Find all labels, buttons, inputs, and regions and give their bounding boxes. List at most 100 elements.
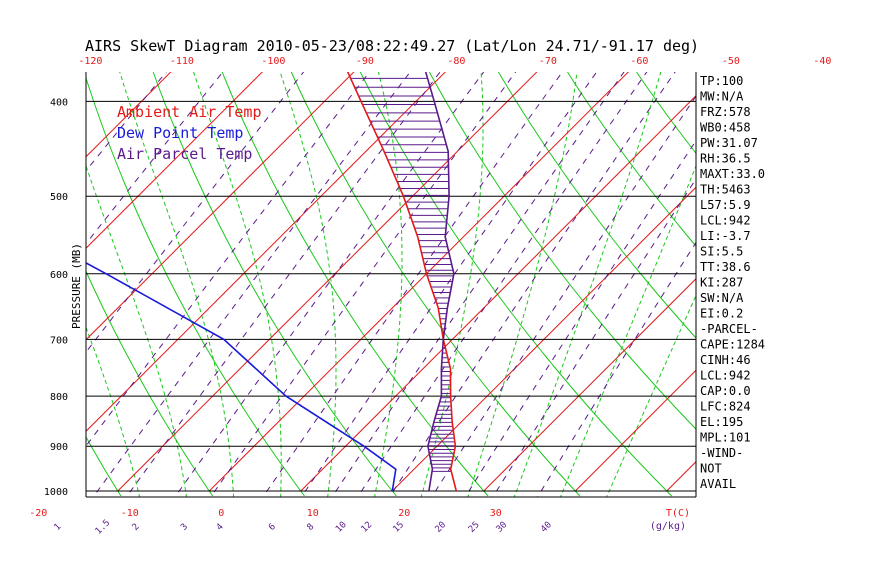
mixing-ratio-label: 8	[305, 522, 316, 533]
index-value: LCL:942	[700, 369, 751, 383]
isotherm-line	[0, 0, 456, 491]
mixing-ratio-line	[484, 0, 870, 512]
index-value: SI:5.5	[700, 245, 743, 259]
pressure-tick-label: 800	[50, 392, 68, 403]
moist-adiabat-line	[359, 0, 483, 512]
bottom-temp-tick-label: 20	[398, 508, 410, 519]
index-value: MPL:101	[700, 431, 751, 445]
index-value: RH:36.5	[700, 152, 751, 166]
index-value: -WIND-	[700, 446, 743, 460]
mixing-ratio-label: 3	[179, 522, 190, 533]
isotherm-line	[0, 0, 182, 491]
mixing-ratio-label: 6	[267, 522, 278, 533]
index-value: LCL:942	[700, 214, 751, 228]
moist-adiabat-line	[257, 0, 402, 512]
isotherm-line	[392, 0, 870, 491]
top-temp-tick-label: -70	[539, 56, 557, 67]
index-value: EI:0.2	[700, 307, 743, 321]
pressure-tick-label: 600	[50, 270, 68, 281]
moist-adiabat-line	[6, 0, 189, 512]
bottom-temp-tick-label: -10	[121, 508, 139, 519]
y-axis-label: PRESSURE (MB)	[70, 243, 83, 329]
chart-title: AIRS SkewT Diagram 2010-05-23/08:22:49.2…	[85, 37, 699, 55]
mixing-ratio-label: 1	[52, 522, 63, 533]
mixing-ratio-line	[456, 0, 870, 512]
cape-hatching	[296, 0, 456, 471]
mixing-ratio-line	[0, 0, 384, 512]
top-temp-tick-label: -60	[630, 56, 648, 67]
bottom-temp-tick-label: 10	[307, 508, 319, 519]
index-value: TP:100	[700, 74, 743, 88]
pressure-tick-label: 500	[50, 192, 68, 203]
top-temp-tick-label: -80	[447, 56, 465, 67]
legend-entry: Air Parcel Temp	[117, 145, 252, 163]
isotherm-line	[758, 0, 870, 491]
dry-adiabat-line	[844, 72, 870, 496]
legend-entry: Ambient Air Temp	[117, 103, 262, 121]
mixing-ratio-line	[82, 0, 613, 512]
index-value: EL:195	[700, 415, 743, 429]
isotherm-line	[667, 0, 870, 491]
mixing-ratio-label: 20	[434, 520, 449, 535]
index-value: CAPE:1284	[700, 338, 765, 352]
top-temp-tick-label: -120	[78, 56, 102, 67]
indices-panel: TP:100MW:N/AFRZ:578WB0:458PW:31.07RH:36.…	[700, 74, 765, 491]
mixing-ratio-line	[253, 0, 756, 512]
isotherm-line	[209, 0, 870, 491]
bottom-temp-tick-label: 0	[218, 508, 224, 519]
bottom-temp-tick-label: -20	[29, 508, 47, 519]
index-value: LFC:824	[700, 400, 751, 414]
mixing-ratio-label: 15	[391, 520, 406, 535]
index-value: TT:38.6	[700, 260, 751, 274]
legend: Ambient Air Temp Dew Point Temp Air Parcel…	[117, 103, 262, 163]
index-value: PW:31.07	[700, 136, 758, 150]
index-value: -PARCEL-	[700, 322, 758, 336]
pressure-tick-label: 900	[50, 442, 68, 453]
dry-adiabat-line	[0, 72, 121, 496]
mixing-ratio-label: 10	[334, 520, 349, 535]
mixing-ratio-line	[116, 0, 642, 512]
isobar-lines: 1002003004005006007008009001000	[44, 0, 696, 498]
bottom-temp-tick-label: 30	[490, 508, 502, 519]
top-temp-tick-label: -40	[813, 56, 831, 67]
dry-adiabat-line	[775, 72, 870, 496]
mixing-ratio-label: 2	[131, 522, 142, 533]
mixing-ratio-line	[165, 0, 683, 512]
mixing-ratio-label: 40	[539, 520, 554, 535]
index-value: CAP:0.0	[700, 384, 751, 398]
top-temp-tick-label: -100	[261, 56, 285, 67]
index-value: WB0:458	[700, 121, 751, 135]
pressure-tick-label: 700	[50, 335, 68, 346]
index-value: KI:287	[700, 276, 743, 290]
top-temp-tick-label: -50	[722, 56, 740, 67]
index-value: LI:-3.7	[700, 229, 751, 243]
mixing-ratio-line	[348, 0, 835, 512]
index-value: AVAIL	[700, 477, 736, 491]
isotherm-line	[0, 0, 273, 491]
mixing-ratio-label: 25	[467, 520, 482, 535]
index-value: FRZ:578	[700, 105, 751, 119]
index-value: MAXT:33.0	[700, 167, 765, 181]
index-value: CINH:46	[700, 353, 751, 367]
isotherm-line	[484, 0, 870, 491]
mixing-ratio-unit-label: (g/kg)	[650, 521, 686, 532]
index-value: SW:N/A	[700, 291, 744, 305]
isotherm-line	[118, 0, 870, 491]
top-temp-tick-label: -110	[170, 56, 194, 67]
pressure-tick-label: 1000	[44, 487, 68, 498]
x-axis-label: T(C)	[666, 508, 690, 519]
mixing-ratio-line	[380, 0, 861, 512]
legend-entry: Dew Point Temp	[117, 124, 243, 142]
moist-adiabat-line	[177, 0, 336, 512]
index-value: NOT	[700, 462, 722, 476]
top-temp-tick-label: -90	[356, 56, 374, 67]
isotherm-line	[0, 0, 731, 491]
mixing-ratio-label: 30	[495, 520, 510, 535]
pressure-tick-label: 400	[50, 97, 68, 108]
mixing-ratio-label: 1.5	[94, 518, 113, 537]
dry-adiabat-line	[0, 72, 29, 496]
mixing-ratio-line	[200, 0, 712, 512]
mixing-ratio-label: 12	[360, 520, 375, 535]
